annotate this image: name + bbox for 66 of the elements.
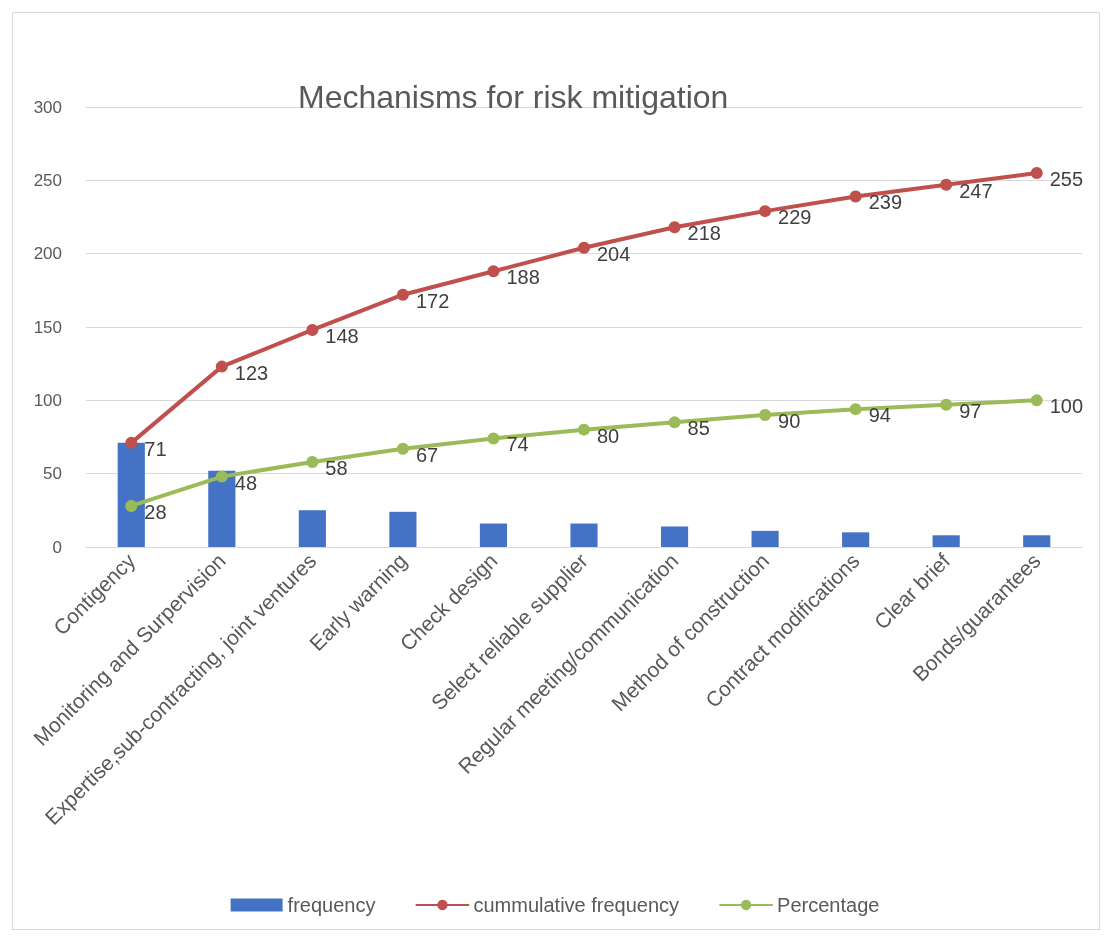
point <box>759 205 772 218</box>
data-label: 28 <box>144 500 167 523</box>
data-label: 48 <box>234 471 258 494</box>
y-tick-label: 0 <box>52 537 62 557</box>
data-label: 229 <box>778 206 812 229</box>
legend-label: cummulative frequency <box>473 894 680 916</box>
point <box>215 470 228 483</box>
point <box>759 409 772 421</box>
data-label: 123 <box>234 361 269 384</box>
y-tick-label: 250 <box>33 170 62 190</box>
bar <box>117 442 145 547</box>
bar <box>389 511 417 547</box>
y-tick-label: 150 <box>33 317 62 337</box>
bar <box>479 523 508 547</box>
point <box>487 265 500 278</box>
data-label: 218 <box>687 222 721 245</box>
point <box>396 288 409 301</box>
point <box>668 221 681 234</box>
data-label: 94 <box>868 404 891 427</box>
data-label: 148 <box>325 324 359 347</box>
data-label: 58 <box>325 456 348 479</box>
y-tick-label: 100 <box>33 390 62 410</box>
data-label: 85 <box>687 417 710 440</box>
data-label: 100 <box>1049 395 1084 418</box>
point <box>849 190 862 203</box>
bar <box>932 535 960 547</box>
data-label: 255 <box>1049 168 1084 190</box>
bar <box>751 530 779 547</box>
y-tick-label: 200 <box>33 244 62 264</box>
point <box>668 416 681 429</box>
point <box>306 323 319 336</box>
bar <box>570 523 598 547</box>
data-label: 67 <box>415 443 439 466</box>
point <box>578 241 590 254</box>
bar <box>660 526 689 547</box>
point <box>940 178 953 191</box>
bar <box>298 510 326 547</box>
point <box>306 455 319 468</box>
y-tick-label: 50 <box>43 464 62 484</box>
data-label: 239 <box>868 191 903 214</box>
data-label: 172 <box>415 289 450 312</box>
point <box>125 436 138 449</box>
legend-label: Percentage <box>777 894 880 916</box>
data-label: 97 <box>959 399 982 422</box>
point <box>487 432 500 445</box>
legend-label: frequency <box>287 894 376 916</box>
data-label: 90 <box>778 410 801 432</box>
bar <box>842 532 870 547</box>
point <box>940 398 953 411</box>
point <box>849 403 862 416</box>
data-label: 247 <box>959 179 993 202</box>
data-label: 188 <box>506 266 540 289</box>
data-label: 74 <box>506 433 529 456</box>
point <box>578 423 590 436</box>
data-label: 71 <box>144 437 167 460</box>
data-label: 80 <box>597 424 620 447</box>
data-label: 204 <box>597 242 631 265</box>
point <box>1030 394 1043 407</box>
bar <box>1023 535 1051 547</box>
y-tick-label: 300 <box>33 97 62 117</box>
bar <box>208 470 236 547</box>
point <box>1030 167 1043 179</box>
point <box>396 442 409 455</box>
chart-title: Mechanisms for risk mitigation <box>298 79 729 115</box>
point <box>125 499 138 512</box>
point <box>215 360 228 373</box>
